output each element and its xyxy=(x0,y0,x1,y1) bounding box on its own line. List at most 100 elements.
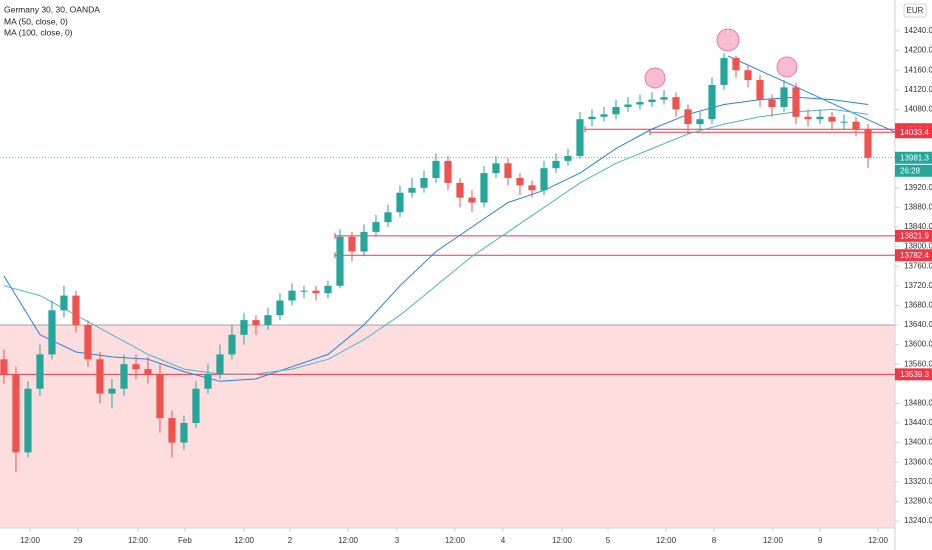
x-tick-label: 3 xyxy=(395,536,400,545)
candle-body xyxy=(744,70,752,81)
candle-body xyxy=(156,374,164,419)
candle-body xyxy=(72,295,80,326)
candle-body xyxy=(564,155,572,161)
x-tick-label: 12:00 xyxy=(234,536,255,545)
candle-body xyxy=(264,315,272,326)
candle-body xyxy=(168,418,176,443)
candle-body xyxy=(60,295,68,311)
candle-body xyxy=(612,106,620,115)
candle-body xyxy=(396,192,404,213)
candle-body xyxy=(780,87,788,107)
y-tick-label: 13440.0 xyxy=(904,418,932,427)
level-tag xyxy=(895,229,932,242)
candle-body xyxy=(756,80,764,100)
legend-entry: MA (100, close, 0) xyxy=(4,27,73,37)
candle-body xyxy=(372,222,380,232)
candle-body xyxy=(720,57,728,85)
y-tick-label: 13360.0 xyxy=(904,457,932,466)
candle-body xyxy=(180,422,188,443)
candle-body xyxy=(624,104,632,107)
candle-body xyxy=(108,388,116,394)
candle-body xyxy=(732,57,740,71)
x-tick-label: 12:00 xyxy=(445,536,466,545)
countdown-label: 26:28 xyxy=(900,166,921,175)
candle-body xyxy=(456,182,464,198)
candle-body xyxy=(540,168,548,191)
y-tick-label: 13720.0 xyxy=(904,281,932,290)
candle-body xyxy=(24,388,32,453)
last-price-tag xyxy=(895,151,932,164)
candle-body xyxy=(192,388,200,423)
currency-label[interactable]: EUR xyxy=(907,6,924,15)
candle-body xyxy=(708,84,716,120)
candle-body xyxy=(48,310,56,355)
candle-body xyxy=(492,163,500,174)
candle-body xyxy=(768,99,776,107)
candle-body xyxy=(636,102,644,105)
candle-body xyxy=(528,185,536,191)
candle-body xyxy=(348,236,356,252)
zone-layer xyxy=(0,324,895,528)
candle-body xyxy=(120,364,128,389)
x-tick-label: 12:00 xyxy=(656,536,677,545)
peak-marker xyxy=(776,56,798,78)
y-tick-label: 13920.0 xyxy=(904,183,932,192)
candle-body xyxy=(840,121,848,123)
candle-body xyxy=(504,163,512,179)
zone xyxy=(0,325,895,528)
candle-body xyxy=(696,119,704,125)
candle-body xyxy=(288,290,296,301)
candle-body xyxy=(312,290,320,294)
candle-body xyxy=(516,178,524,186)
candle-body xyxy=(600,114,608,117)
candle-body xyxy=(468,197,476,203)
candle-body xyxy=(360,231,368,252)
candle-body xyxy=(300,290,308,292)
candle-body xyxy=(480,173,488,203)
y-tick-label: 13320.0 xyxy=(904,477,932,486)
candle-body xyxy=(240,320,248,335)
x-tick-label: 4 xyxy=(501,536,506,545)
x-tick-label: 12:00 xyxy=(128,536,149,545)
y-tick-label: 14160.0 xyxy=(904,65,932,74)
ma-line xyxy=(3,108,869,375)
x-tick-label: 12:00 xyxy=(763,536,784,545)
candle-body xyxy=(96,359,104,394)
candle-body xyxy=(276,300,284,316)
candle-body xyxy=(432,160,440,179)
x-tick-label: 8 xyxy=(712,536,717,545)
level-tag-label: 13782.4 xyxy=(900,251,929,260)
countdown-tag xyxy=(895,164,932,177)
candle-body xyxy=(648,99,656,103)
y-tick-label: 13800.0 xyxy=(904,242,932,251)
legend-entry: MA (50, close, 0) xyxy=(4,16,68,26)
x-tick-label: 12:00 xyxy=(20,536,41,545)
candle-body xyxy=(0,359,8,374)
y-tick-label: 13680.0 xyxy=(904,301,932,310)
last-price-tag-label: 13981.3 xyxy=(900,153,929,162)
currency-box[interactable] xyxy=(903,3,927,18)
candle-body xyxy=(816,116,824,120)
candle-body xyxy=(672,97,680,110)
y-tick-label: 13560.0 xyxy=(904,359,932,368)
y-tick-label: 14200.0 xyxy=(904,46,932,55)
x-tick-label: 12:00 xyxy=(868,536,889,545)
candle-body xyxy=(576,119,584,156)
candle-body xyxy=(804,116,812,120)
candle-body xyxy=(444,160,452,183)
x-tick-label: 9 xyxy=(818,536,823,545)
candle-body xyxy=(852,121,860,130)
candle-body xyxy=(588,116,596,120)
x-tick-label: Feb xyxy=(178,536,192,545)
peak-marker xyxy=(716,28,740,52)
candle-body xyxy=(132,364,140,370)
y-tick-label: 14240.0 xyxy=(904,26,932,35)
level-tag-label: 13539.3 xyxy=(900,370,929,379)
y-tick-label: 14120.0 xyxy=(904,85,932,94)
candle-body xyxy=(660,97,668,100)
y-tick-label: 13600.0 xyxy=(904,340,932,349)
candle-body xyxy=(384,212,392,223)
candle-body xyxy=(216,354,224,374)
y-tick-label: 13760.0 xyxy=(904,261,932,270)
